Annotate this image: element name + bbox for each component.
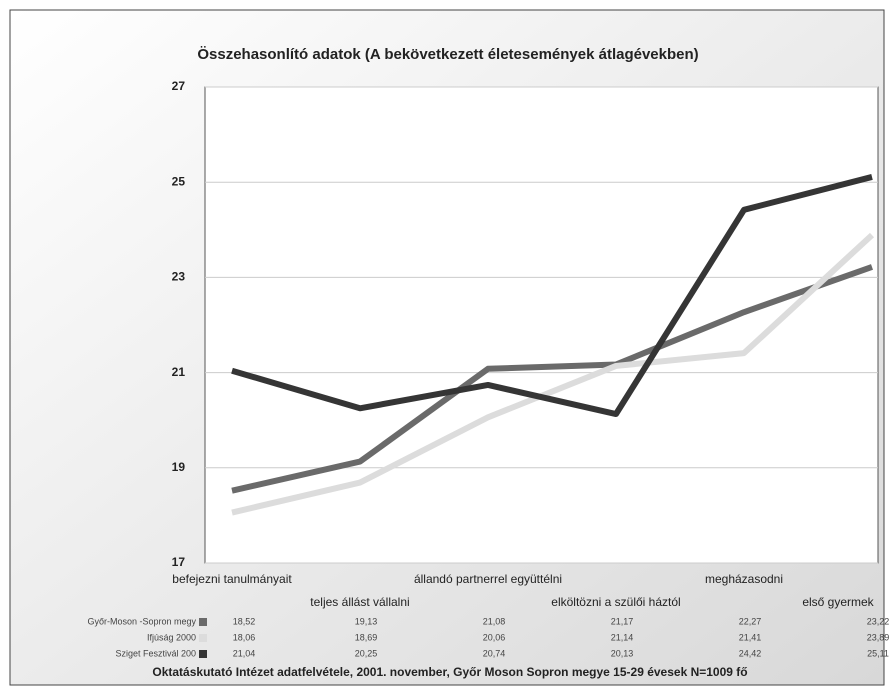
x-tick-label: elköltözni a szülői háztól: [551, 595, 680, 609]
value-label: 21,14: [611, 632, 634, 642]
value-label: 23,89: [867, 632, 890, 642]
legend-label: Sziget Fesztivál 200: [115, 648, 196, 658]
series-line: [231, 264, 873, 494]
value-label: 20,06: [483, 632, 506, 642]
value-label: 18,06: [233, 632, 256, 642]
y-tick-label: 19: [172, 460, 186, 474]
value-label: 25,11: [867, 648, 889, 658]
x-tick-label: első gyermek: [802, 595, 874, 609]
chart-title: Összehasonlító adatok (A bekövetkezett é…: [197, 46, 698, 63]
value-label: 18,69: [355, 632, 378, 642]
y-tick-label: 25: [172, 174, 186, 188]
legend-label: Ifjúság 2000: [147, 632, 196, 642]
x-tick-label: megházasodni: [705, 572, 783, 586]
legend-swatch: [199, 634, 207, 642]
value-label: 22,27: [739, 616, 762, 626]
y-tick-label: 21: [172, 365, 186, 379]
value-label: 21,04: [233, 648, 256, 658]
legend-label: Győr-Moson -Sopron megy: [87, 616, 196, 626]
legend-swatch: [199, 650, 207, 658]
y-tick-label: 27: [172, 79, 186, 93]
x-tick-label: állandó partnerrel együttélni: [414, 572, 562, 586]
value-label: 19,13: [355, 616, 378, 626]
y-tick-label: 17: [172, 555, 186, 569]
series-line: [231, 232, 875, 516]
series-line: [231, 174, 873, 418]
value-label: 20,74: [483, 648, 506, 658]
plot-area: [204, 86, 879, 564]
value-label: 21,17: [611, 616, 634, 626]
value-label: 21,41: [739, 632, 762, 642]
y-tick-label: 23: [172, 270, 186, 284]
source: Oktatáskutató Intézet adatfelvétele, 200…: [152, 665, 747, 679]
value-label: 18,52: [233, 616, 256, 626]
value-label: 20,13: [611, 648, 634, 658]
value-label: 21,08: [483, 616, 506, 626]
value-label: 24,42: [739, 648, 762, 658]
value-label: 23,22: [867, 616, 890, 626]
x-tick-label: teljes állást vállalni: [310, 595, 409, 609]
value-label: 20,25: [355, 648, 378, 658]
legend-swatch: [199, 618, 207, 626]
x-tick-label: befejezni tanulmányait: [172, 572, 292, 586]
